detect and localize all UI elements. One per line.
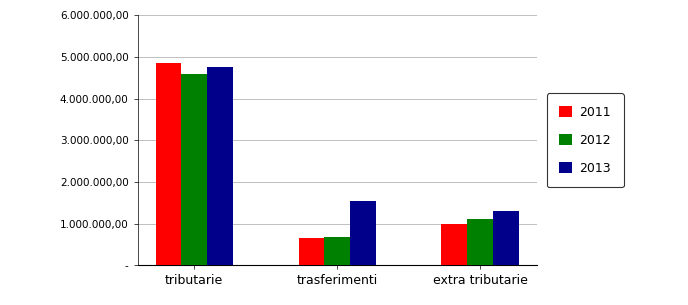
Bar — [207, 67, 233, 265]
Bar — [467, 220, 493, 265]
Bar — [155, 63, 182, 265]
Legend: 2011, 2012, 2013: 2011, 2012, 2013 — [547, 93, 623, 187]
Bar — [299, 238, 324, 265]
Bar — [442, 224, 467, 265]
Bar — [350, 201, 376, 265]
Bar — [493, 211, 519, 265]
Bar — [324, 237, 350, 265]
Bar — [182, 74, 207, 265]
